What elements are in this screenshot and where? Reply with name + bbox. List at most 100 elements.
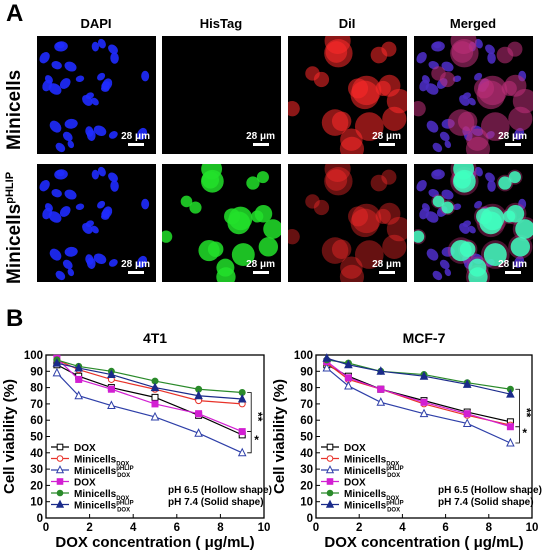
nucleus-blob (141, 70, 150, 82)
nucleus-blob (97, 72, 106, 81)
data-point-triangle (325, 499, 335, 508)
membrane-blob (382, 234, 407, 259)
membrane-blob (370, 174, 388, 192)
membrane-blob (386, 88, 407, 114)
y-tick-label: 70 (300, 399, 313, 411)
data-point-triangle (344, 359, 353, 369)
scale-bar-label: 28 μm (498, 259, 527, 270)
legend-label: MinicellsDOX (74, 455, 129, 468)
membrane-blob (465, 136, 491, 154)
nucleus-blob (444, 140, 452, 149)
membrane-blob (324, 164, 351, 182)
membrane-blob (507, 41, 523, 57)
membrane-blob (414, 100, 426, 117)
membrane-blob (431, 66, 446, 81)
membrane-blob (324, 167, 353, 196)
nucleus-blob (432, 142, 443, 153)
data-point-square (238, 428, 246, 436)
nucleus-blob (82, 222, 93, 234)
scale-bar-line (127, 143, 144, 146)
histag-blob (508, 171, 521, 184)
x-tick-label: 6 (442, 522, 448, 534)
tile-image (39, 166, 150, 281)
nucleus-blob (137, 127, 148, 140)
membrane-blob (512, 88, 533, 114)
y-axis-label: Cell viability (%) (271, 379, 288, 494)
row-label-minicells-phlip-text: Minicells (4, 203, 25, 284)
scale-bar-line (378, 143, 395, 146)
data-point-triangle (52, 358, 62, 367)
nucleus-blob (108, 259, 118, 267)
row-label-phlip-superscript: pHLIP (4, 171, 16, 204)
x-tick-label: 8 (217, 522, 224, 534)
data-point-triangle (74, 390, 84, 400)
x-tick-label: 4 (399, 522, 406, 534)
series-path (56, 359, 243, 405)
legend-label: DOX (344, 478, 366, 489)
scale-bar: 28 μm (498, 259, 527, 274)
column-header-dapi: DAPI (80, 16, 112, 31)
histag-blob (216, 267, 236, 282)
nucleus-blob (141, 198, 150, 210)
panel-a-letter: A (6, 0, 24, 27)
membrane-blob (339, 136, 365, 154)
scale-bar-line (504, 271, 521, 274)
histag-blob (515, 219, 533, 239)
significance-label: * (522, 426, 527, 440)
scale-bar-line (127, 271, 144, 274)
tile-image (288, 36, 407, 154)
data-point-triangle (55, 465, 65, 474)
data-point-triangle (462, 418, 472, 427)
nucleus-blob (64, 61, 77, 72)
tile-histag-row2: 28 μm (162, 164, 281, 282)
nucleus-blob (100, 85, 110, 92)
legend-label: DOX (74, 478, 96, 489)
nucleus-blob (51, 189, 62, 198)
x-tick-label: 0 (43, 522, 49, 534)
nucleus-blob (432, 169, 442, 177)
histag-blob (498, 176, 512, 190)
histag-blob (246, 176, 260, 190)
nucleus-blob (55, 270, 66, 281)
nucleus-blob (75, 75, 85, 83)
scale-bar-line (504, 143, 521, 146)
significance-label: * (254, 433, 259, 447)
nucleus-blob (93, 253, 107, 264)
tile-histag-row1: 28 μm (162, 36, 281, 154)
nucleus-blob (51, 61, 62, 70)
legend-label: MinicellspHLIP DOX (74, 466, 134, 479)
scale-bar-line (252, 143, 269, 146)
histag-blob (414, 230, 425, 243)
x-tick-label: 6 (174, 522, 180, 534)
nucleus-blob (97, 166, 106, 177)
y-tick-label: 60 (30, 415, 43, 427)
nucleus-blob (474, 166, 483, 177)
column-header-merged: Merged (449, 16, 497, 31)
data-point-square (326, 478, 334, 485)
membrane-blob (351, 75, 382, 106)
nucleus-blob (459, 222, 470, 234)
series-line (323, 356, 514, 393)
data-point-circle (326, 455, 334, 462)
x-tick-label: 0 (313, 522, 319, 534)
data-point-triangle (150, 411, 160, 421)
data-point-triangle (419, 371, 429, 380)
membrane-blob (375, 80, 391, 97)
series-line (52, 367, 247, 457)
row-label-minicells: Minicells (4, 70, 26, 150)
significance-label: ** (251, 412, 265, 422)
y-tick-label: 90 (30, 366, 43, 378)
data-point-triangle (150, 382, 160, 392)
nucleus-blob (426, 248, 439, 261)
nucleus-blob (110, 180, 119, 192)
y-tick-label: 100 (24, 350, 43, 362)
membrane-blob (288, 100, 300, 117)
nucleus-blob (86, 129, 96, 141)
histag-blob (231, 243, 255, 267)
data-point-triangle (506, 389, 515, 398)
data-point-circle (326, 489, 334, 497)
nucleus-blob (67, 140, 75, 149)
data-point-triangle (55, 499, 65, 508)
